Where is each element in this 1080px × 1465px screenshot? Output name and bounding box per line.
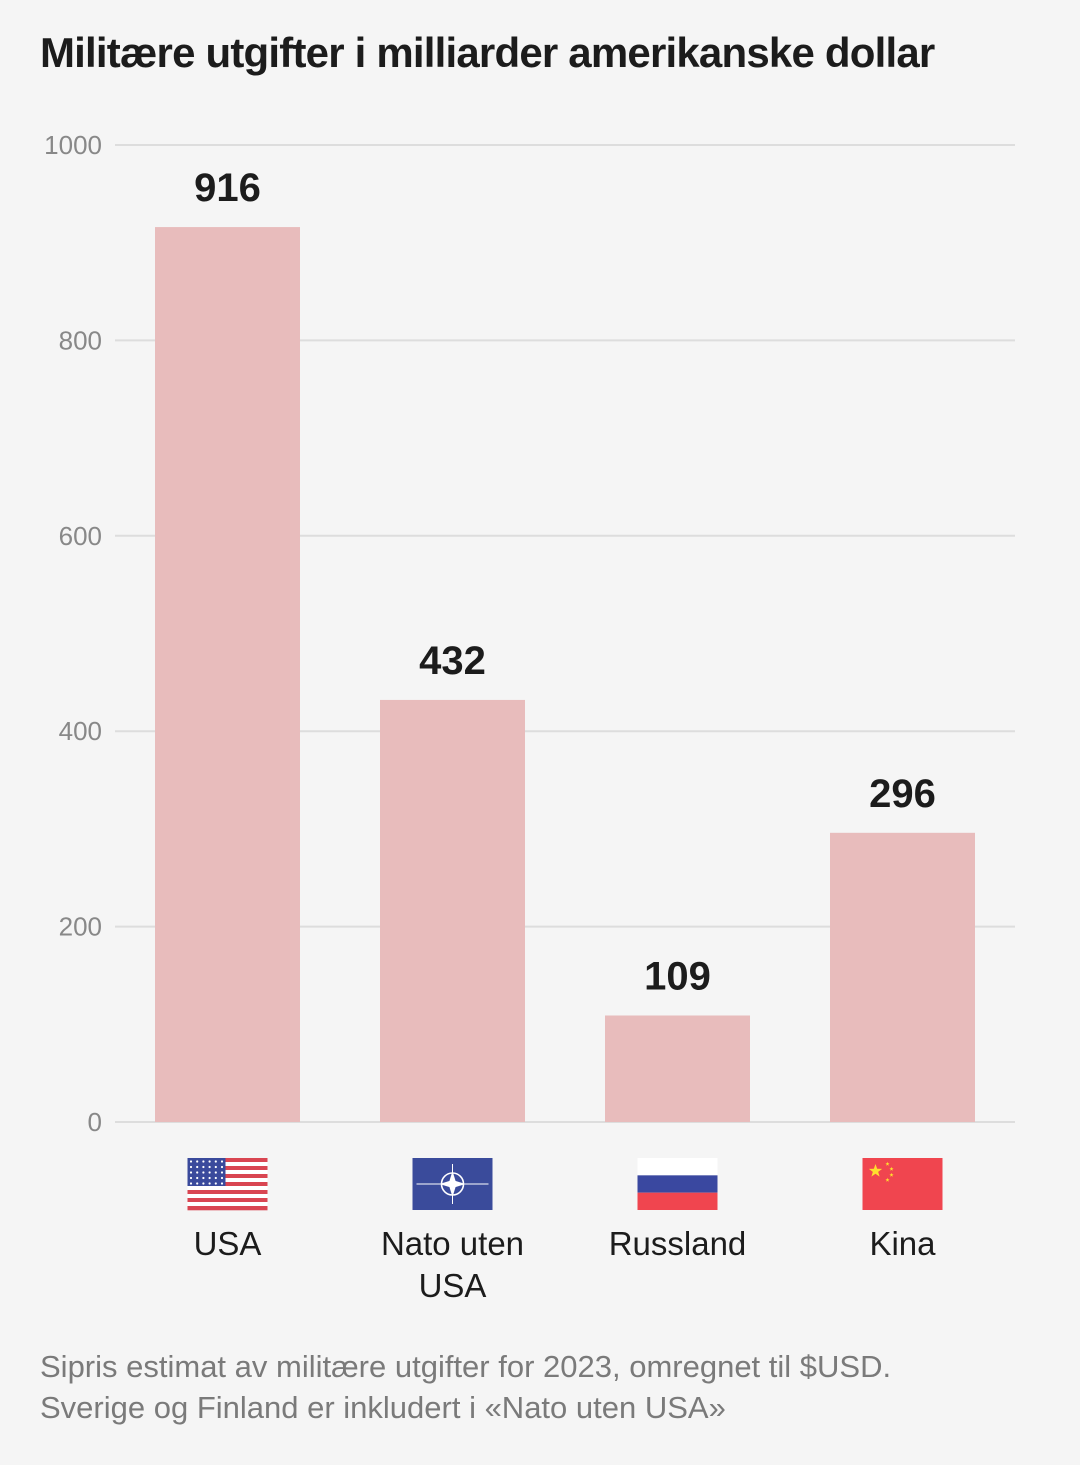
- flag-star: [868, 1164, 883, 1177]
- flag-star: [214, 1160, 217, 1163]
- value-label: 916: [194, 166, 261, 210]
- flag-stripe: [187, 1170, 268, 1175]
- flag-band: [637, 1192, 718, 1210]
- flag-star: [208, 1160, 211, 1163]
- category-label: USA: [419, 1267, 487, 1304]
- flag-stripe: [187, 1198, 268, 1203]
- category-labels: USA Nato uten USA Russland Kina: [194, 1225, 937, 1304]
- value-labels: 916 432 109 296: [194, 166, 936, 998]
- y-tick-label: 400: [59, 716, 102, 746]
- flag-star: [208, 1165, 211, 1169]
- flag-star: [202, 1182, 205, 1185]
- chart-title: Militære utgifter i milliarder amerikans…: [40, 29, 935, 76]
- flag-field: [862, 1158, 943, 1210]
- china-flag-icon: [862, 1158, 943, 1210]
- flag-star: [220, 1182, 224, 1185]
- flag-star: [208, 1171, 211, 1174]
- flag-star: [189, 1171, 193, 1174]
- flag-canton: [187, 1158, 226, 1186]
- flag-star: [202, 1176, 205, 1180]
- bar: [830, 832, 975, 1122]
- flag-star: [202, 1160, 205, 1163]
- flag-star: [220, 1176, 224, 1180]
- flag-band: [637, 1158, 718, 1176]
- category-label: Russland: [609, 1225, 747, 1262]
- value-label: 296: [869, 772, 936, 816]
- flag-star: [214, 1182, 217, 1185]
- flag-star: [189, 1160, 193, 1163]
- flag-stripe: [187, 1158, 268, 1163]
- note-line: Sverige og Finland er inkludert i «Nato …: [40, 1390, 726, 1425]
- bar: [155, 227, 300, 1122]
- flag-star: [196, 1165, 199, 1169]
- y-tick-label: 200: [59, 912, 102, 942]
- russia-flag-icon: [637, 1158, 718, 1210]
- nato-flag-icon: [412, 1158, 493, 1210]
- flag-star: [214, 1176, 217, 1180]
- source-note: Sipris estimat av militære utgifter for …: [40, 1346, 891, 1428]
- flag-star: [196, 1171, 199, 1174]
- y-axis: 0 200 400 600 800 1000: [44, 130, 102, 1137]
- flag-star: [189, 1176, 193, 1180]
- flag-star: [189, 1182, 193, 1185]
- flag-star: [214, 1165, 217, 1169]
- usa-flag-icon: [187, 1158, 268, 1211]
- flag-stripe: [187, 1182, 268, 1187]
- category-label: Kina: [869, 1225, 936, 1262]
- category-label: USA: [194, 1225, 262, 1262]
- flag-star: [220, 1165, 224, 1169]
- bar: [380, 699, 525, 1122]
- flag-stripe: [187, 1190, 268, 1195]
- flag-stripe: [187, 1162, 268, 1167]
- bar: [605, 1015, 750, 1122]
- compass-star: [439, 1180, 466, 1188]
- y-tick-label: 1000: [44, 130, 102, 160]
- note-line: Sipris estimat av militære utgifter for …: [40, 1349, 892, 1384]
- y-tick-label: 0: [88, 1107, 102, 1137]
- flag-stripe: [187, 1194, 268, 1199]
- flag-star: [189, 1165, 193, 1169]
- flag-star: [196, 1182, 199, 1185]
- flag-star: [220, 1160, 224, 1163]
- value-label: 109: [644, 955, 711, 999]
- flag-band: [637, 1175, 718, 1193]
- flag-star: [202, 1171, 205, 1174]
- flags: [187, 1158, 943, 1211]
- flag-star: [885, 1177, 890, 1182]
- flag-star: [885, 1161, 890, 1166]
- flag-star: [220, 1171, 224, 1174]
- flag-stripe: [187, 1166, 268, 1171]
- category-label: Nato uten: [381, 1225, 524, 1262]
- flag-star: [196, 1176, 199, 1180]
- flag-stripe: [187, 1202, 268, 1207]
- flag-star: [214, 1171, 217, 1174]
- flag-stripe: [187, 1186, 268, 1191]
- y-tick-label: 800: [59, 325, 102, 355]
- flag-stripe: [187, 1178, 268, 1183]
- flag-star: [889, 1172, 894, 1177]
- flag-star: [208, 1176, 211, 1180]
- flag-star: [208, 1182, 211, 1185]
- value-label: 432: [419, 639, 486, 683]
- bars: [155, 227, 975, 1122]
- flag-stripe: [187, 1174, 268, 1179]
- y-tick-label: 600: [59, 521, 102, 551]
- flag-star: [196, 1160, 199, 1163]
- flag-stripe: [187, 1206, 268, 1211]
- flag-star: [889, 1166, 894, 1171]
- flag-star: [202, 1165, 205, 1169]
- bar-chart: 0 200 400 600 800 1000 916 432 109 296 USA Nato u…: [44, 130, 1015, 1304]
